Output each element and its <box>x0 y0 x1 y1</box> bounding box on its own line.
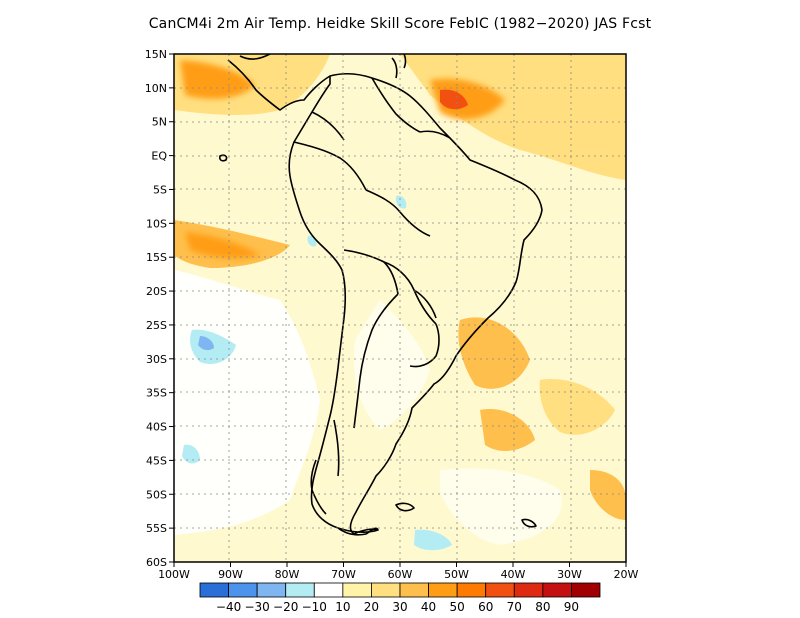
colorbar-swatch <box>342 582 372 598</box>
colorbar-swatch <box>456 582 487 598</box>
colorbar-label: 80 <box>535 600 550 614</box>
lat-tick-label: 50S <box>146 488 167 501</box>
colorbar-swatch <box>313 582 344 598</box>
lon-tick-label: 20W <box>614 568 639 581</box>
lat-tick-label: 5N <box>152 116 167 129</box>
colorbar-label: 90 <box>564 600 579 614</box>
lat-tick-label: 25S <box>146 319 167 332</box>
colorbar-label: 60 <box>478 600 493 614</box>
colorbar-swatch <box>428 582 458 598</box>
lon-tick-label: 40W <box>501 568 526 581</box>
colorbar-swatch <box>228 582 258 598</box>
lon-tick-label: 80W <box>275 568 300 581</box>
lat-tick-label: EQ <box>151 150 167 163</box>
graticule <box>174 54 626 562</box>
colorbar-swatch <box>399 582 429 598</box>
lat-tick-label: 5S <box>153 183 167 196</box>
map-title: CanCM4i 2m Air Temp. Heidke Skill Score … <box>148 16 652 32</box>
colorbar-label: −20 <box>273 600 298 614</box>
lat-tick-label: 20S <box>146 285 167 298</box>
colorbar-label: 40 <box>421 600 436 614</box>
colorbar-swatch <box>371 582 401 598</box>
colorbar-label: 10 <box>335 600 350 614</box>
lon-tick-label: 30W <box>557 568 582 581</box>
lat-tick-label: 45S <box>146 454 167 467</box>
lon-tick-label: 60W <box>388 568 413 581</box>
lon-tick-label: 90W <box>218 568 243 581</box>
lat-tick-label: 10N <box>145 82 167 95</box>
lat-tick-label: 55S <box>146 522 167 535</box>
colorbar-swatch <box>513 582 544 598</box>
lat-tick-label: 15N <box>145 48 167 61</box>
colorbar-swatch <box>485 582 515 598</box>
colorbar-label: 20 <box>364 600 379 614</box>
lon-tick-label: 70W <box>331 568 356 581</box>
longitude-axis: 100W 90W 80W 70W 60W 50W 40W 30W 20W <box>158 562 639 581</box>
colorbar-label: −10 <box>302 600 327 614</box>
colorbar-swatch <box>542 582 572 598</box>
colorbar-label: 30 <box>392 600 407 614</box>
lon-tick-label: 100W <box>158 568 190 581</box>
colorbar-label: 70 <box>507 600 522 614</box>
colorbar-label: −30 <box>244 600 269 614</box>
colorbar-swatch <box>571 582 601 598</box>
colorbar-swatch <box>285 582 315 598</box>
lon-tick-label: 50W <box>444 568 469 581</box>
lat-tick-label: 10S <box>146 217 167 230</box>
lat-tick-label: 40S <box>146 421 167 434</box>
lat-tick-label: 15S <box>146 251 167 264</box>
colorbar-swatch <box>199 582 229 598</box>
lat-tick-label: 35S <box>146 387 167 400</box>
lat-tick-label: 30S <box>146 353 167 366</box>
latitude-axis: 15N 10N 5N EQ 5S 10S 15S 20S 25S 30S 35S 40S 45S 50S 5… <box>145 48 174 569</box>
lat-tick-label: 60S <box>146 556 167 569</box>
colorbar-label: −40 <box>216 600 241 614</box>
coastlines <box>219 54 543 536</box>
colorbar-swatch <box>256 582 287 598</box>
colorbar: −40 −30 −20 −10 10 20 30 40 50 60 70 80 90 <box>199 582 601 614</box>
colorbar-label: 50 <box>450 600 465 614</box>
